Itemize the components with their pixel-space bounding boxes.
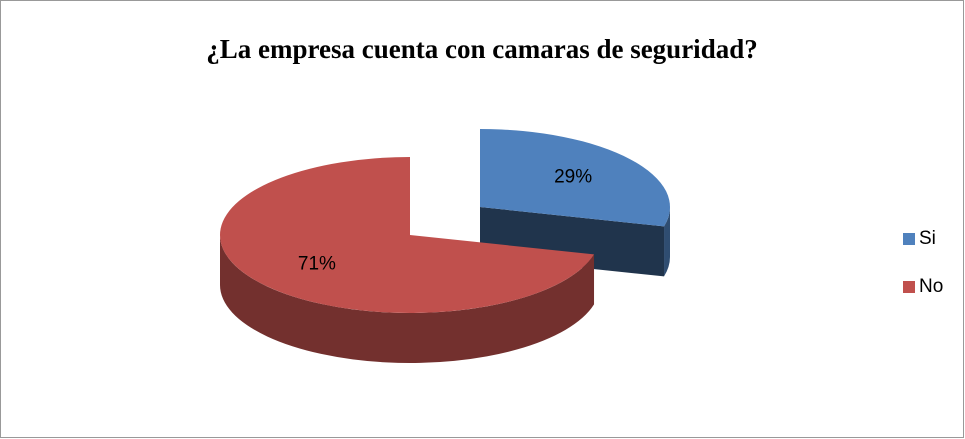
legend-swatch <box>903 281 915 293</box>
legend-label: Si <box>919 228 936 249</box>
slice-side <box>220 235 595 364</box>
legend-label: No <box>919 276 943 297</box>
slice-side <box>664 207 670 277</box>
data-label: 29% <box>554 166 592 187</box>
slice <box>480 129 671 227</box>
data-label: 71% <box>298 254 336 275</box>
legend-swatch <box>903 233 915 245</box>
slice <box>220 157 595 314</box>
chart-title: ¿La empresa cuenta con camaras de seguri… <box>206 34 757 64</box>
